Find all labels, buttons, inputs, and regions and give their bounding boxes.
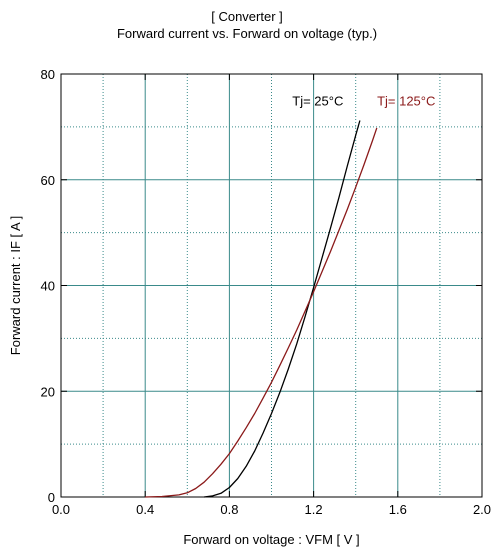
series-lines — [145, 120, 378, 498]
x-tick-label: 1.6 — [389, 502, 407, 517]
x-tick-label: 1.2 — [305, 502, 323, 517]
y-tick-label: 40 — [41, 279, 55, 294]
x-tick-label: 0.4 — [136, 502, 154, 517]
y-tick-label: 80 — [41, 67, 55, 82]
series-label-tj-25: Tj= 25°C — [292, 94, 343, 109]
chart-title: [ Converter ] — [211, 9, 283, 24]
x-axis-label: Forward on voltage : VFM [ V ] — [183, 532, 359, 547]
x-tick-label: 0.8 — [220, 502, 238, 517]
axis-ticks: 0.0 0.4 0.8 1.2 1.6 2.0 0 20 40 60 80 — [41, 67, 492, 517]
chart-subtitle: Forward current vs. Forward on voltage (… — [116, 26, 378, 41]
chart-title-block: [ Converter ] Forward current vs. Forwar… — [0, 8, 494, 42]
series-line-tj-25 — [204, 120, 361, 498]
x-tick-label: 0.0 — [52, 502, 70, 517]
y-tick-label: 20 — [41, 384, 55, 399]
series-labels: Tj= 25°C Tj= 125°C — [292, 94, 435, 109]
y-tick-label: 60 — [41, 173, 55, 188]
y-tick-label: 0 — [48, 490, 55, 505]
grid-lines — [61, 74, 482, 497]
series-label-tj-125: Tj= 125°C — [377, 94, 435, 109]
y-axis-label: Forward current : IF [ A ] — [8, 216, 23, 355]
series-line-tj-125 — [145, 127, 378, 498]
x-tick-label: 2.0 — [473, 502, 491, 517]
